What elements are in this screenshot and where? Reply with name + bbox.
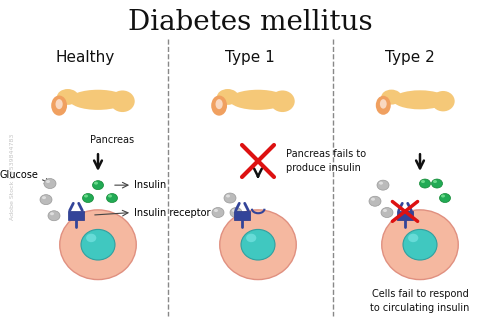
Ellipse shape	[110, 90, 134, 112]
Ellipse shape	[44, 178, 56, 189]
Ellipse shape	[381, 207, 393, 218]
Ellipse shape	[212, 207, 224, 218]
Ellipse shape	[432, 91, 454, 111]
Ellipse shape	[408, 234, 418, 242]
Ellipse shape	[82, 194, 94, 203]
Ellipse shape	[403, 229, 437, 260]
Bar	[234, 211, 250, 220]
Ellipse shape	[86, 234, 97, 242]
Ellipse shape	[226, 194, 230, 197]
Ellipse shape	[81, 229, 115, 260]
Text: Type 1: Type 1	[225, 51, 275, 65]
Ellipse shape	[220, 210, 296, 279]
Ellipse shape	[382, 210, 458, 279]
Ellipse shape	[246, 234, 256, 242]
Text: Glucose: Glucose	[0, 170, 38, 181]
Ellipse shape	[380, 99, 386, 109]
Ellipse shape	[57, 89, 78, 105]
Text: Adobe Stock | #539844783: Adobe Stock | #539844783	[9, 134, 15, 220]
Ellipse shape	[69, 90, 127, 110]
Ellipse shape	[84, 194, 88, 197]
Text: Healthy: Healthy	[56, 51, 114, 65]
Text: Pancreas fails to
produce insulin: Pancreas fails to produce insulin	[286, 149, 366, 173]
Ellipse shape	[433, 180, 437, 183]
Ellipse shape	[232, 209, 236, 212]
Bar	[397, 211, 413, 220]
Ellipse shape	[229, 90, 287, 110]
Ellipse shape	[50, 212, 54, 215]
Ellipse shape	[393, 90, 447, 109]
Text: Type 2: Type 2	[385, 51, 435, 65]
Ellipse shape	[230, 207, 242, 218]
Ellipse shape	[216, 99, 222, 109]
Ellipse shape	[369, 196, 381, 206]
Ellipse shape	[381, 90, 402, 105]
Ellipse shape	[371, 198, 375, 201]
Ellipse shape	[42, 196, 46, 199]
Ellipse shape	[383, 209, 387, 212]
Ellipse shape	[270, 90, 294, 112]
Ellipse shape	[224, 193, 236, 203]
Ellipse shape	[211, 96, 227, 116]
Text: Insulin receptor: Insulin receptor	[134, 207, 210, 218]
Ellipse shape	[108, 194, 112, 197]
Ellipse shape	[56, 99, 62, 109]
Ellipse shape	[217, 89, 238, 105]
Ellipse shape	[241, 229, 275, 260]
Ellipse shape	[214, 209, 218, 212]
Ellipse shape	[379, 182, 383, 185]
Ellipse shape	[40, 194, 52, 205]
Ellipse shape	[46, 180, 50, 183]
Ellipse shape	[92, 181, 104, 190]
Ellipse shape	[60, 210, 136, 279]
Ellipse shape	[376, 96, 391, 115]
Ellipse shape	[421, 180, 425, 183]
Ellipse shape	[440, 194, 450, 203]
Text: Pancreas: Pancreas	[90, 135, 134, 145]
Ellipse shape	[377, 180, 389, 190]
Ellipse shape	[94, 182, 98, 185]
Ellipse shape	[51, 96, 67, 116]
Bar	[68, 211, 84, 220]
Ellipse shape	[420, 179, 430, 188]
Text: Diabetes mellitus: Diabetes mellitus	[128, 9, 372, 36]
Ellipse shape	[441, 194, 445, 197]
Ellipse shape	[106, 194, 118, 203]
Text: Cells fail to respond
to circulating insulin: Cells fail to respond to circulating ins…	[370, 289, 470, 313]
Text: Insulin: Insulin	[134, 180, 166, 190]
Ellipse shape	[432, 179, 442, 188]
Ellipse shape	[48, 211, 60, 221]
